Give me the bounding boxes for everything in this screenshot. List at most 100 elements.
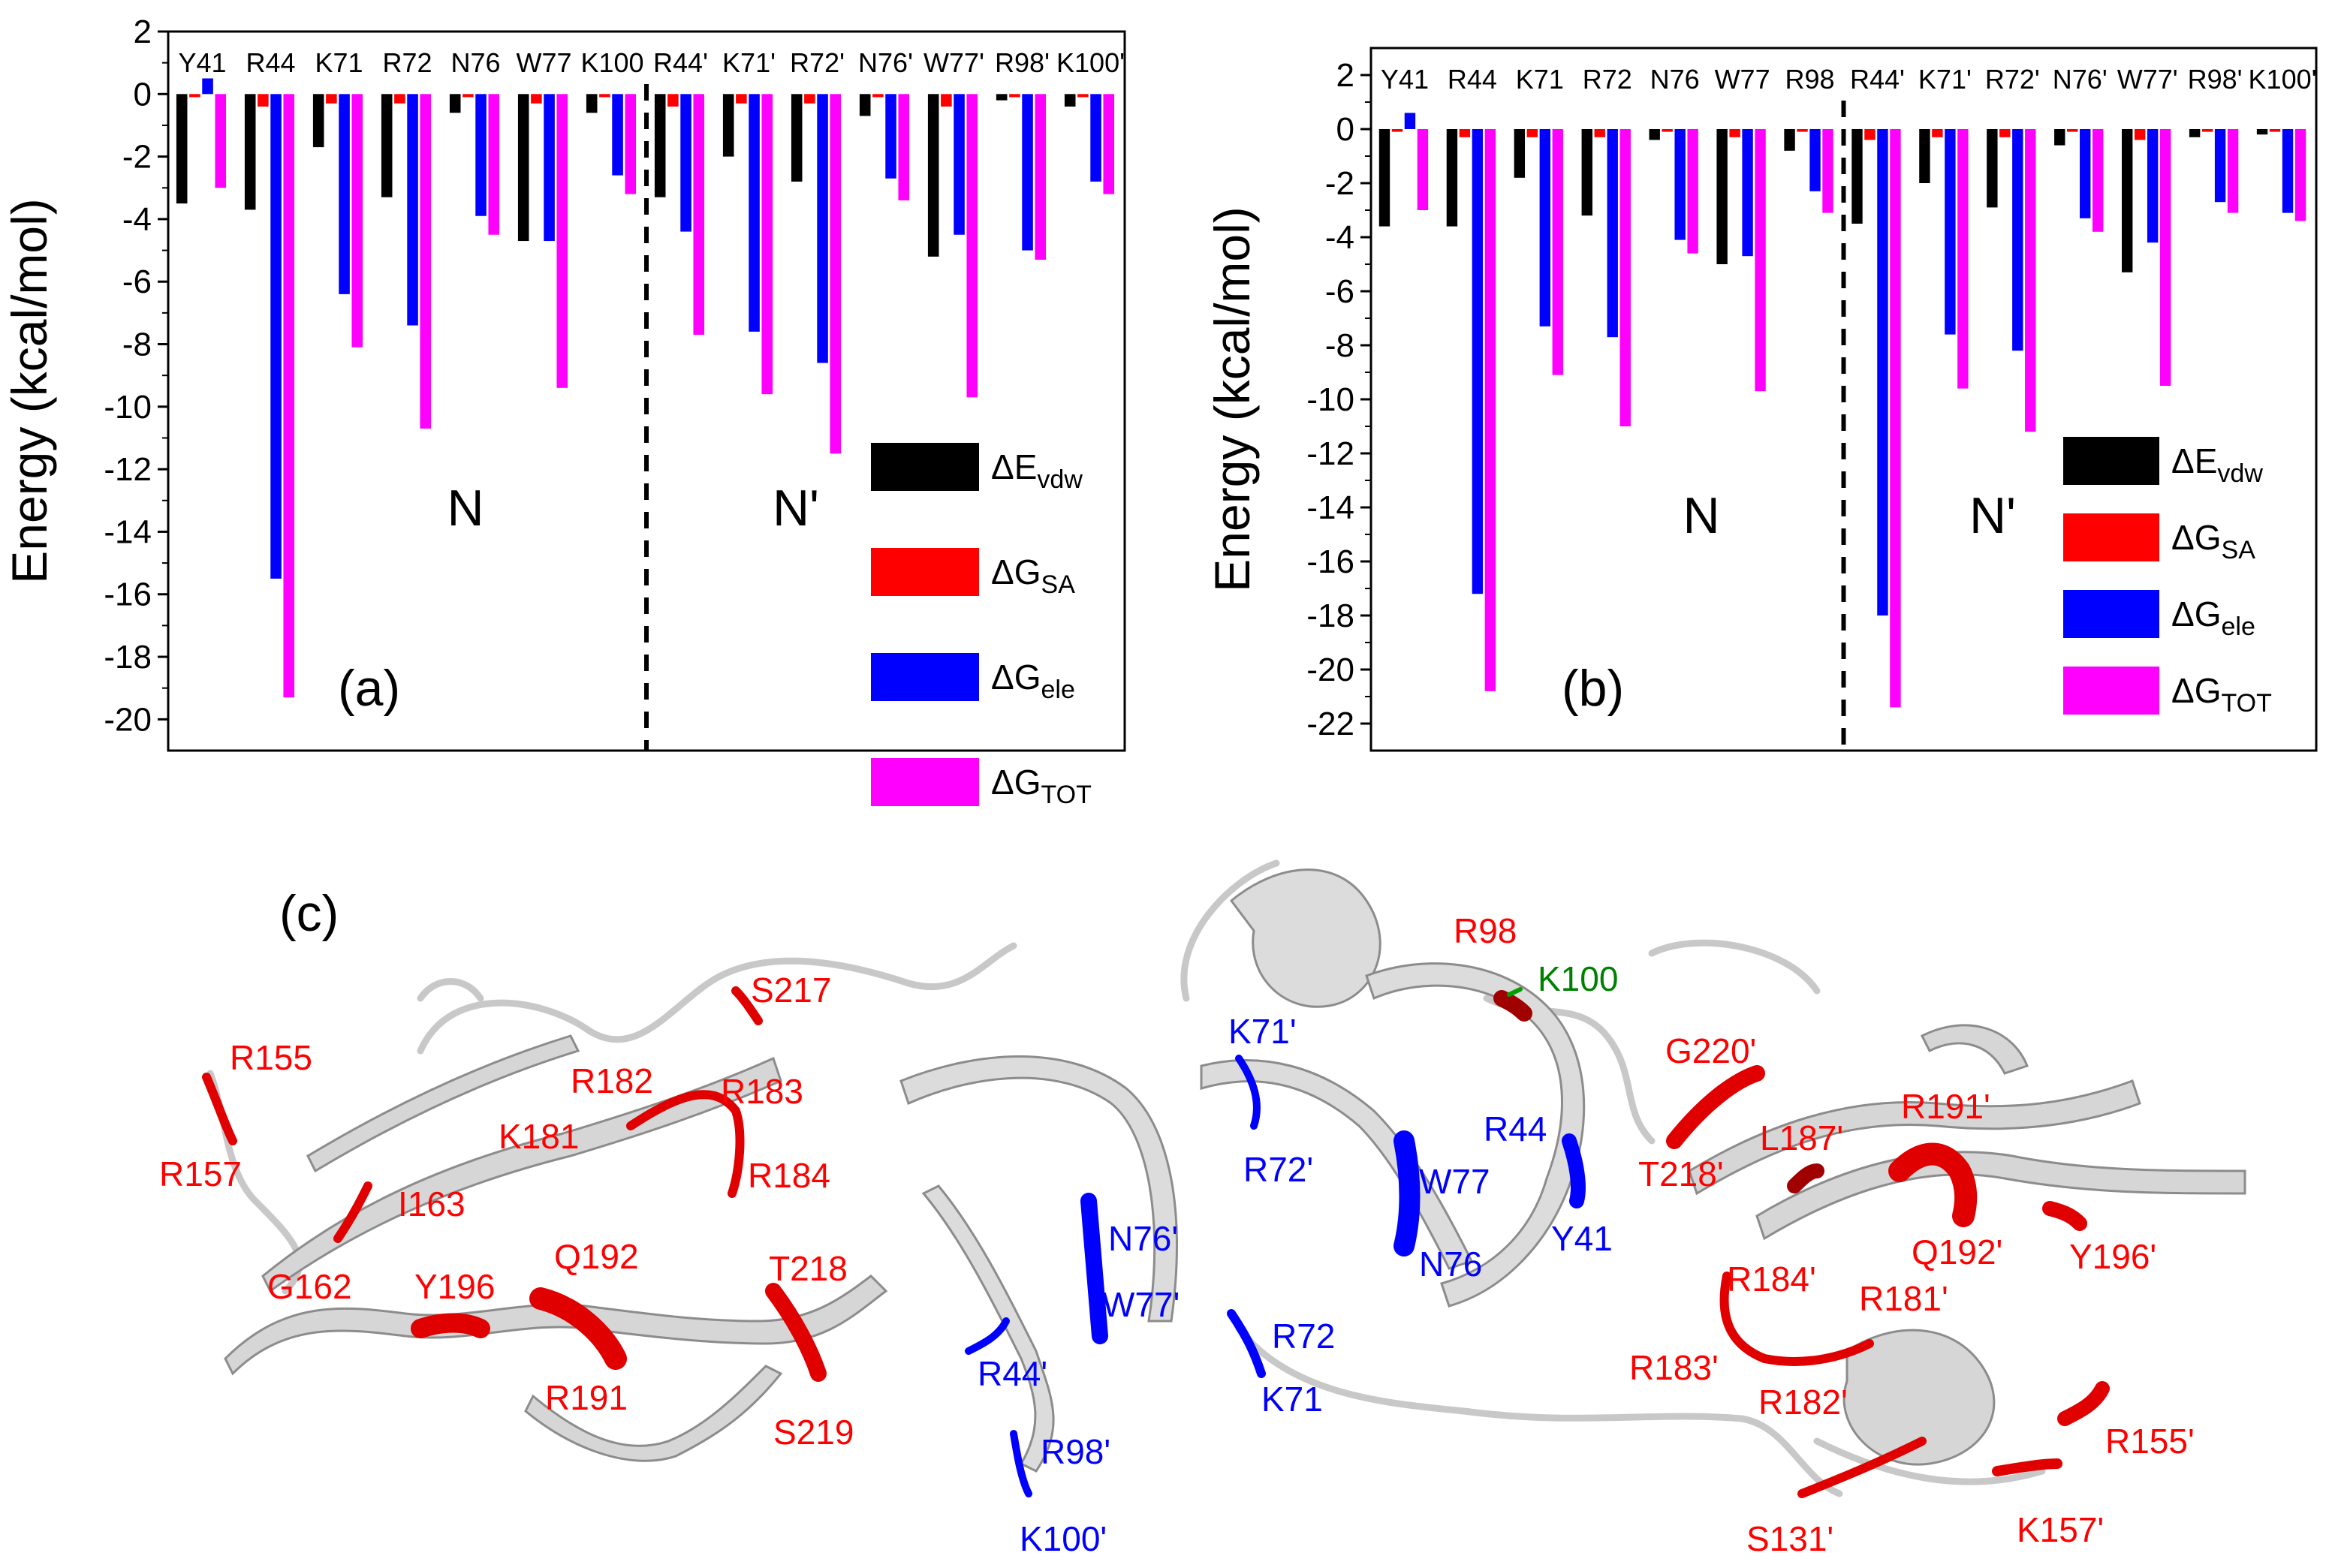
bar-gsa	[258, 94, 269, 107]
bar-gsa	[531, 94, 542, 104]
y-tick-label: -16	[1306, 543, 1354, 580]
bar-gsa	[1797, 129, 1808, 132]
residue-label: S217	[751, 971, 831, 1010]
y-tick-label: -10	[104, 389, 152, 426]
residue-label: R44	[1484, 1109, 1547, 1148]
y-tick-label: -12	[104, 451, 152, 488]
residue-label: G162	[267, 1267, 352, 1306]
residue-label: K71	[1261, 1380, 1323, 1419]
bar-gsa	[1864, 129, 1876, 140]
legend: ΔEvdw ΔGSA ΔGele ΔGTOT	[871, 443, 1092, 809]
bar-gsa	[1391, 129, 1403, 132]
bar-evdw	[1784, 129, 1795, 151]
bar-gele	[1404, 113, 1416, 129]
residue-label: R72'	[1243, 1150, 1313, 1189]
bar-gtot	[1755, 129, 1766, 392]
bar-gtot	[625, 94, 637, 194]
category-label: R44'	[1850, 64, 1905, 95]
legend-label: ΔGTOT	[991, 763, 1092, 809]
y-tick-label: -10	[1306, 381, 1354, 418]
bar-gele	[2012, 129, 2023, 351]
residue-label: N76	[1419, 1244, 1482, 1284]
bar-gele	[1674, 129, 1686, 240]
bar-gsa	[326, 94, 337, 104]
bar-gtot	[761, 94, 773, 395]
y-tick-label: 2	[1336, 57, 1354, 94]
highlighted-residues	[202, 986, 2110, 1498]
bar-gele	[612, 94, 623, 176]
bar-gele	[1607, 129, 1618, 338]
residue-label: R155	[230, 1038, 312, 1077]
bar-gsa	[2269, 129, 2281, 132]
residue-label: Y196	[414, 1267, 495, 1306]
category-label: W77	[516, 47, 571, 78]
bar-gtot	[2159, 129, 2171, 386]
category-label: K71	[315, 47, 363, 78]
category-label: K71'	[1918, 64, 1972, 95]
bar-gsa	[1077, 94, 1089, 98]
residue-label: R155'	[2105, 1422, 2195, 1461]
category-label: K100	[580, 47, 643, 78]
bar-gtot	[420, 94, 432, 429]
legend-swatch	[2063, 590, 2159, 638]
category-label: W77'	[923, 47, 984, 78]
bar-gsa	[941, 94, 952, 107]
bar-evdw	[586, 94, 598, 113]
bar-gtot	[830, 94, 842, 454]
legend-swatch	[2063, 437, 2159, 485]
bar-evdw	[2189, 129, 2201, 137]
bar-evdw	[1649, 129, 1660, 140]
bar-gtot	[215, 94, 227, 188]
bar-gsa	[1999, 129, 2011, 137]
category-label: R72	[382, 47, 432, 78]
bar-gele	[2282, 129, 2294, 213]
bar-gsa	[462, 94, 474, 98]
bar-evdw	[449, 94, 461, 113]
bar-evdw	[1064, 94, 1076, 107]
group-label-n: N	[1683, 487, 1719, 544]
residue-label: Q192'	[1912, 1232, 2002, 1272]
residue-label: R183	[721, 1072, 803, 1111]
bar-evdw	[1851, 129, 1863, 224]
category-label: K100'	[2249, 64, 2317, 95]
bar-evdw	[1987, 129, 1998, 208]
residue-label: R182'	[1758, 1383, 1848, 1422]
category-label: R44	[1448, 64, 1497, 95]
category-label: R72'	[790, 47, 845, 78]
category-label: R72	[1583, 64, 1632, 95]
bar-gsa	[2134, 129, 2146, 140]
bar-gsa	[667, 94, 679, 107]
panel-label: (b)	[1562, 660, 1624, 717]
bar-gele	[1022, 94, 1033, 251]
bar-gtot	[2227, 129, 2239, 213]
residue-label: R184'	[1727, 1260, 1816, 1299]
bar-gele	[407, 94, 418, 326]
residue-label: K71'	[1228, 1012, 1297, 1051]
bar-gele	[270, 94, 282, 579]
bar-evdw	[1514, 129, 1526, 178]
bar-evdw	[1716, 129, 1728, 264]
bar-gtot	[556, 94, 568, 388]
category-label: K71'	[722, 47, 776, 78]
bar-gsa	[394, 94, 405, 104]
bar-gsa	[599, 94, 610, 98]
residue-label: R191'	[1901, 1087, 1990, 1126]
bar-evdw	[1919, 129, 1930, 183]
bar-gele	[475, 94, 487, 216]
y-tick-label: 0	[1336, 111, 1354, 148]
bar-gele	[749, 94, 760, 332]
y-tick-label: -20	[104, 701, 152, 738]
residue-label: R182	[571, 1061, 653, 1100]
bar-gtot	[1957, 129, 1969, 389]
residue-label: K100'	[1020, 1519, 1107, 1558]
bar-evdw	[996, 94, 1008, 101]
bar-gsa	[2201, 129, 2213, 132]
bar-gsa	[1594, 129, 1605, 137]
category-label: N76'	[2053, 64, 2108, 95]
y-tick-label: 0	[134, 76, 152, 113]
category-label: N76	[450, 47, 500, 78]
bar-gsa	[1729, 129, 1740, 137]
legend-swatch	[871, 548, 979, 596]
group-label-n-prime: N'	[1969, 487, 2016, 544]
